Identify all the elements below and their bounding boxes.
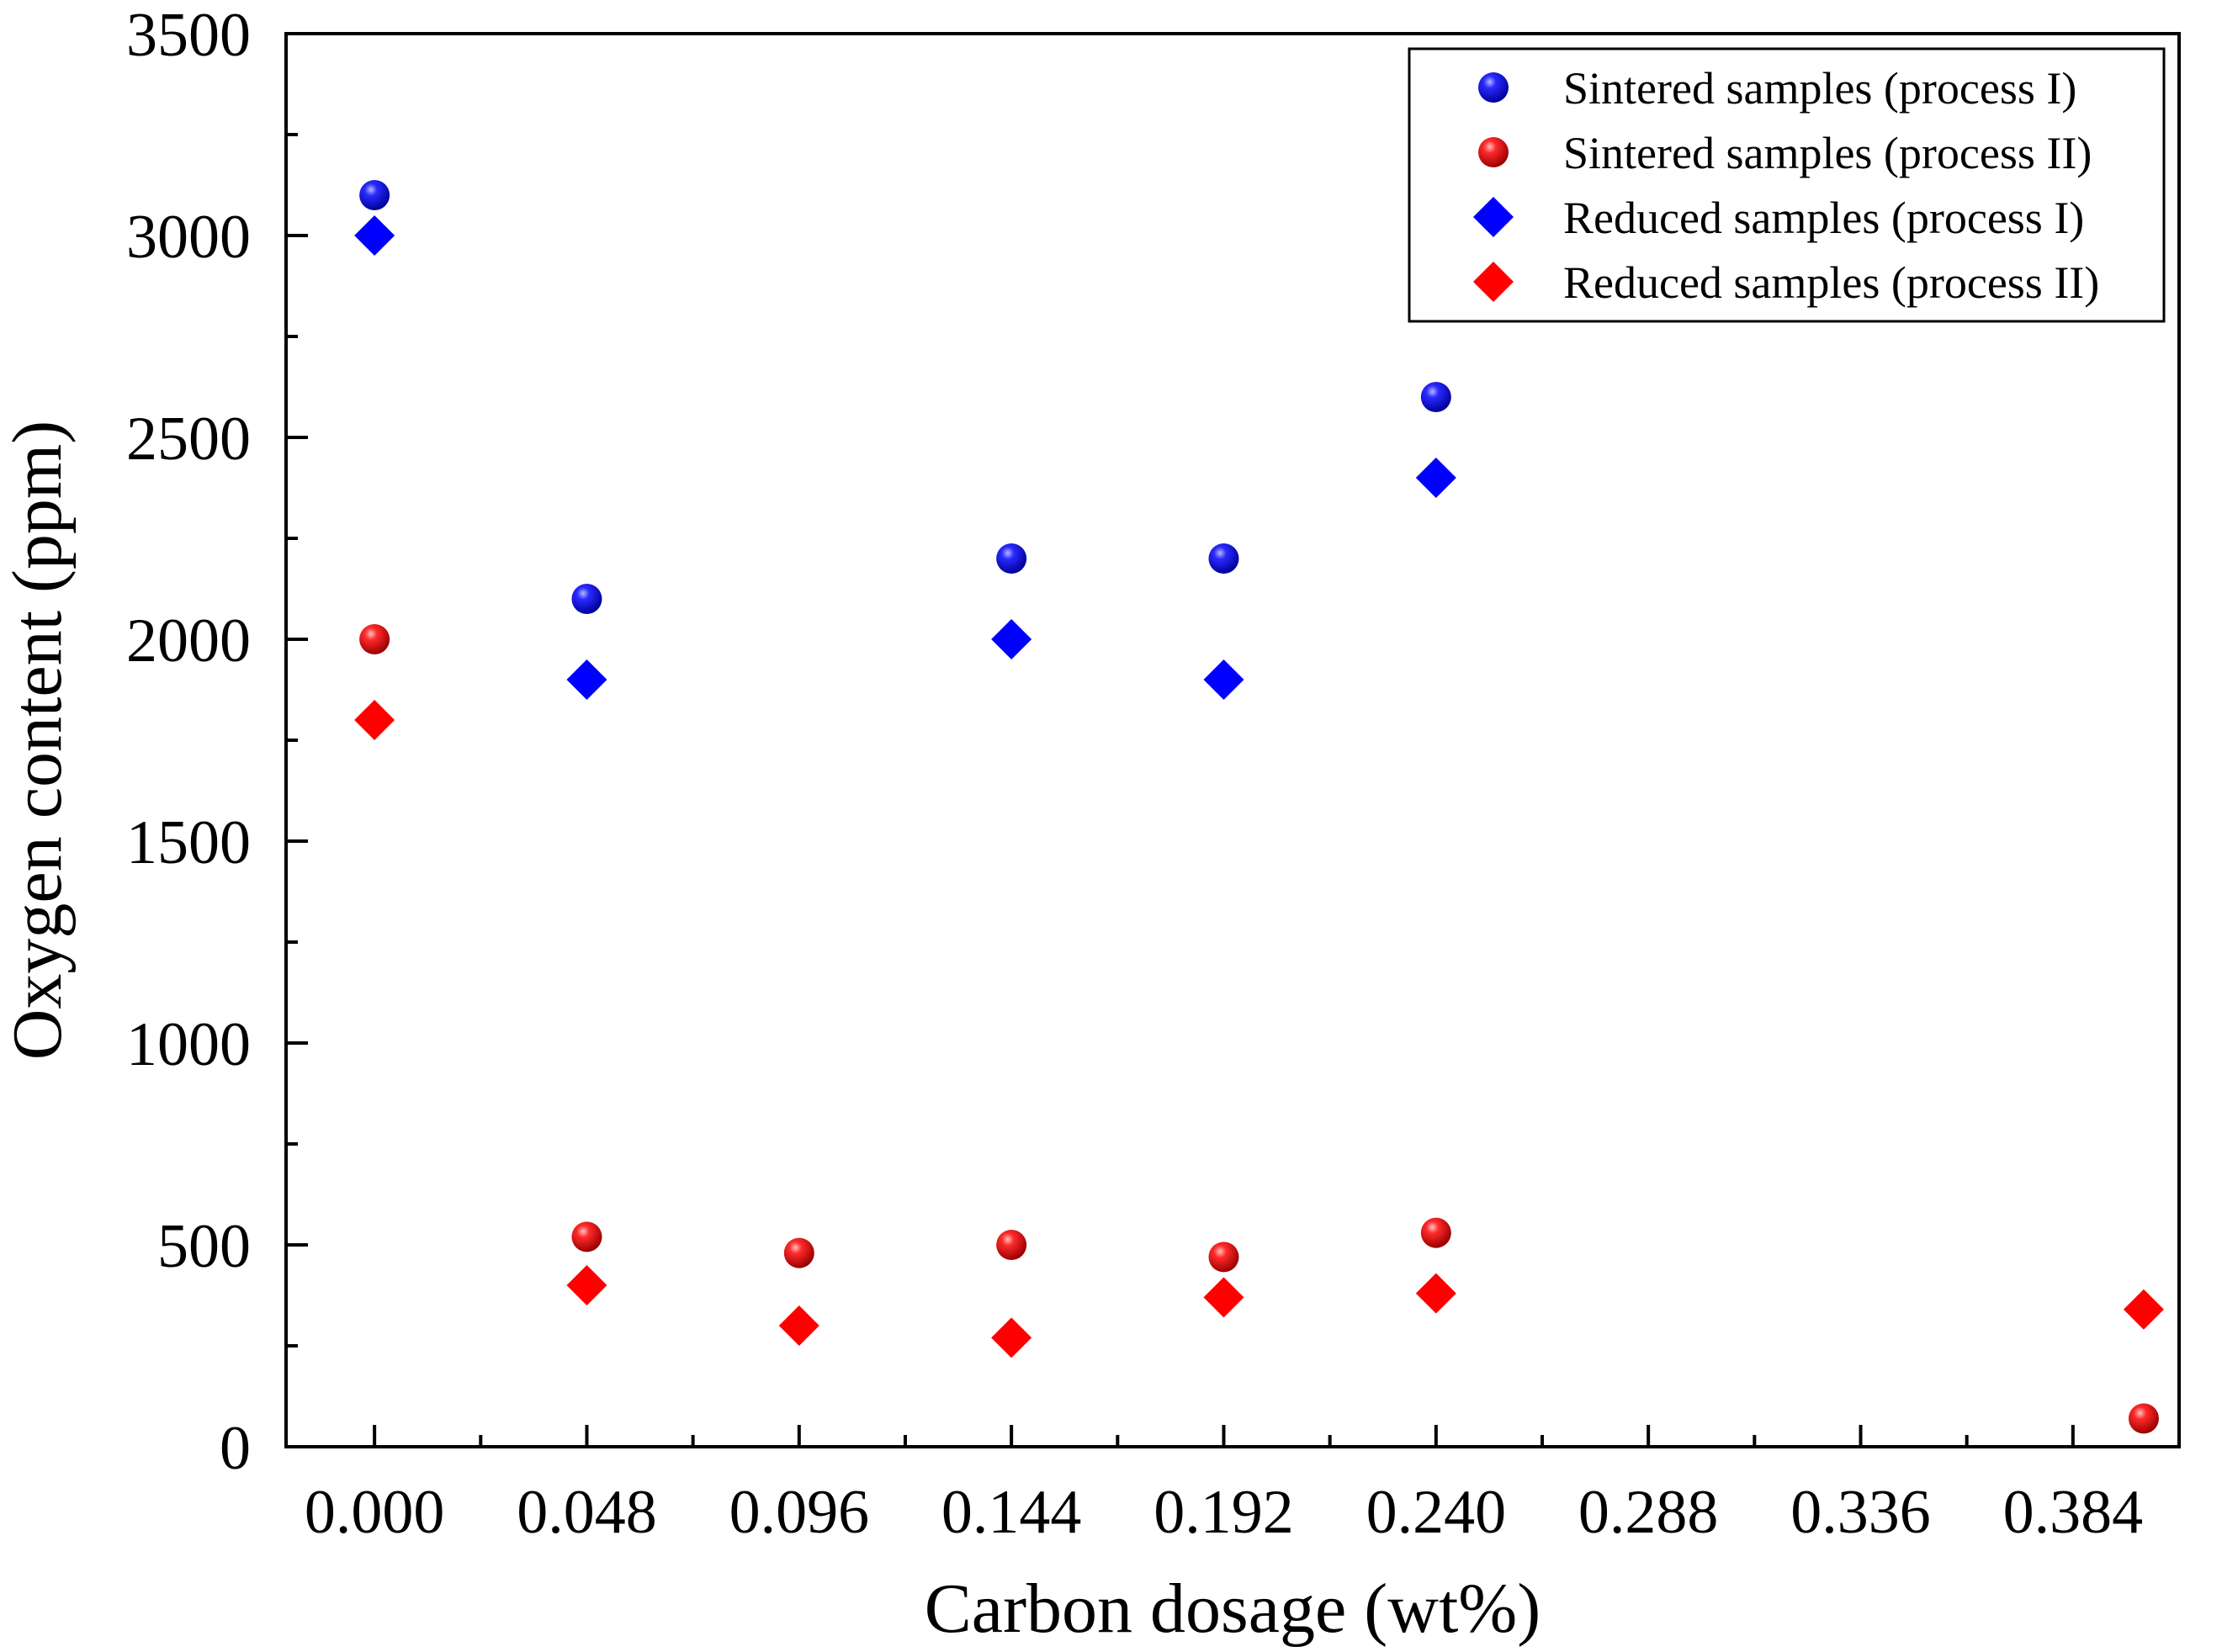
circle-data-point [359,180,390,210]
circle-data-point [1208,543,1239,574]
diamond-data-point [991,1317,1032,1358]
y-tick-label: 1000 [126,1010,251,1079]
y-tick-label: 0 [220,1414,251,1483]
y-axis-title: Oxygen content (ppm) [0,421,77,1060]
circle-data-point [1420,1217,1451,1248]
diamond-data-point [778,1305,819,1346]
circle-data-point [571,1221,602,1252]
y-tick-label: 500 [157,1212,251,1281]
x-axis: 0.000 0.048 0.096 0.144 0.192 0.240 0.288 0.336… [305,1425,2143,1547]
legend-circle-icon [1478,137,1509,167]
legend: Sintered samples (process I) Sintered sam… [1408,47,2166,323]
circle-data-point [1208,1242,1239,1273]
legend-label: Reduced samples (process II) [1563,257,2099,308]
x-tick-label: 0.336 [1790,1478,1931,1547]
x-tick-label: 0.096 [729,1478,870,1547]
circle-data-point [996,1230,1027,1260]
legend-diamond-icon [1473,197,1514,237]
x-tick-label: 0.384 [2003,1478,2144,1547]
y-tick-label: 2000 [126,606,251,675]
legend-circle-icon [1478,72,1509,103]
diamond-data-point [566,1265,607,1305]
x-tick-label: 0.288 [1578,1478,1719,1547]
x-tick-label: 0.048 [517,1478,657,1547]
circle-data-point [1420,382,1451,412]
x-tick-label: 0.240 [1366,1478,1507,1547]
diamond-data-point [2123,1289,2164,1330]
y-tick-label: 3000 [126,203,251,272]
legend-label: Reduced samples (process I) [1563,193,2084,243]
diamond-data-point [354,700,395,740]
legend-label: Sintered samples (process II) [1563,128,2092,178]
legend-label: Sintered samples (process I) [1563,63,2076,114]
circle-data-point [571,584,602,614]
circle-data-point [783,1237,814,1268]
data-markers [354,180,2164,1434]
diamond-data-point [1203,1277,1244,1318]
x-tick-label: 0.144 [941,1478,1082,1547]
circle-data-point [359,624,390,654]
y-tick-label: 1500 [126,808,251,877]
legend-box [1408,47,2166,323]
diamond-data-point [354,215,395,256]
y-axis: 0 500 1000 1500 2000 2500 3000 3500 [126,1,308,1483]
circle-data-point [996,543,1027,574]
diamond-data-point [1415,1273,1456,1314]
diamond-data-point [566,659,607,700]
diamond-data-point [991,619,1032,659]
x-tick-label: 0.192 [1153,1478,1294,1547]
x-axis-title: Carbon dosage (wt%) [925,1570,1541,1648]
diamond-data-point [1415,458,1456,498]
y-tick-label: 3500 [126,1,251,70]
y-tick-label: 2500 [126,405,251,474]
circle-data-point [2128,1403,2159,1434]
x-tick-label: 0.000 [305,1478,445,1547]
diamond-data-point [1203,659,1244,700]
legend-diamond-icon [1473,262,1514,302]
